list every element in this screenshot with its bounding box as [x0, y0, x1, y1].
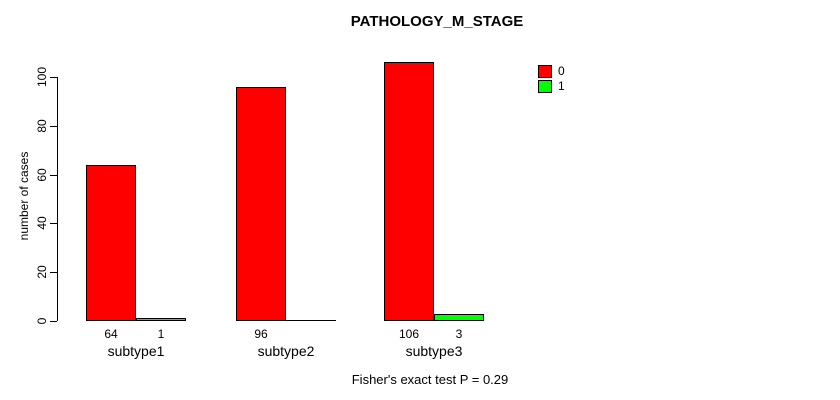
bar-value-label: 1 — [157, 327, 165, 341]
x-category-label: subtype1 — [107, 343, 165, 359]
bar-value-label: 106 — [398, 327, 420, 341]
legend-label: 0 — [558, 64, 565, 78]
y-tick — [50, 175, 57, 176]
x-category-label: subtype2 — [257, 343, 315, 359]
y-tick-label: 20 — [35, 265, 49, 279]
zero-bar-subtype2-series1 — [286, 320, 336, 321]
annotation-text: Fisher's exact test P = 0.29 — [351, 372, 509, 387]
y-tick-label: 60 — [35, 168, 49, 182]
bar-subtype1-series0 — [86, 165, 136, 321]
legend-swatch-1 — [538, 79, 552, 93]
y-tick — [50, 321, 57, 322]
legend-item: 1 — [538, 79, 565, 93]
bar-subtype3-series1 — [434, 314, 484, 321]
bar-subtype2-series0 — [236, 87, 286, 321]
y-tick — [50, 223, 57, 224]
bar-value-label: 96 — [254, 327, 268, 341]
bar-subtype1-series1 — [136, 318, 186, 321]
y-tick-label: 40 — [35, 216, 49, 230]
bar-value-label: 64 — [104, 327, 118, 341]
legend-label: 1 — [558, 79, 565, 93]
bar-subtype3-series0 — [384, 62, 434, 321]
y-tick-label: 80 — [35, 119, 49, 133]
legend-item: 0 — [538, 64, 565, 78]
y-tick — [50, 126, 57, 127]
x-category-label: subtype3 — [405, 343, 463, 359]
y-tick — [50, 77, 57, 78]
legend-swatch-0 — [538, 64, 552, 78]
y-axis-title: number of cases — [17, 151, 31, 241]
chart-title: PATHOLOGY_M_STAGE — [350, 13, 524, 30]
y-axis-line — [57, 77, 58, 321]
y-tick-label: 0 — [35, 317, 49, 325]
legend: 0 1 — [538, 64, 565, 94]
y-tick-label: 100 — [35, 66, 49, 88]
y-tick — [50, 272, 57, 273]
bar-value-label: 3 — [455, 327, 463, 341]
